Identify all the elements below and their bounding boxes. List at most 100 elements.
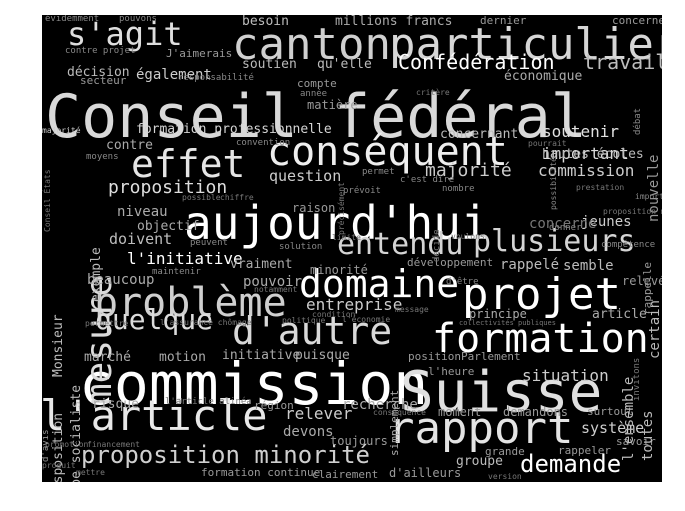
word-131: débat [633,107,643,135]
word-99: moyens [86,152,119,162]
word-140: chiffre [220,193,254,202]
word-28: important [542,144,629,163]
word-10: problème [94,280,287,326]
word-22: demande [520,450,622,478]
word-46: qu'elle [317,57,372,72]
word-55: beaucoup [87,272,155,288]
word-80: grande [485,445,525,458]
word-142: limite [332,233,361,242]
word-67: raison [292,201,336,215]
word-53: pouvoir [243,274,303,290]
word-87: savoir [616,435,656,448]
word-120: mettre [76,468,105,477]
word-21: proposition minorité [81,441,370,469]
word-14: effet [131,142,246,186]
word-143: pourrait [528,139,567,148]
word-138: l'économie [342,315,391,324]
word-63: risque [92,397,139,412]
word-75: moment [438,405,482,419]
word-97: responsabilité [178,73,254,83]
word-15: d'autre [232,309,393,353]
word-119: produit [42,461,76,470]
word-149: majorité [42,126,81,135]
word-130: rappelle [641,261,654,315]
word-116: l'article alinéa [165,397,252,407]
word-1: Conseil fédéral [45,82,587,152]
word-102: peuvent [190,238,228,248]
word-33: entreprise [306,295,403,314]
word-17: s'agit [67,15,183,53]
word-29: soutenir [542,122,620,141]
word-18: plusieurs [473,224,636,259]
word-82: clairement [312,468,379,481]
word-38: besoin [242,15,289,29]
word-133: d'avis [42,429,51,463]
word-35: formation professionnelle [136,122,332,137]
word-7: l'article [42,391,268,440]
word-104: notamment [254,285,298,294]
word-83: formation continue [201,466,321,479]
word-124: collectivités publiques [459,319,556,327]
word-132: Conseil États [43,169,52,233]
word-77: position [408,350,461,363]
word-86: surtout [587,405,634,418]
word-109: donner [549,223,582,233]
word-57: objectif [137,219,200,234]
word-58: contre [106,138,153,153]
word-73: minorité [310,263,368,277]
word-44: hautes écoles [542,147,644,162]
word-19: entendu [337,227,464,262]
word-42: groupe [456,454,503,469]
word-40: relever [285,404,353,423]
word-98: année [300,89,328,99]
word-65: compte [297,77,337,90]
word-137: voulons [451,232,485,241]
word-5: canton [232,19,391,70]
word-107: c'est dire [400,175,455,185]
word-47: marché [84,350,131,365]
word-51: recherche [342,397,418,413]
word-123: politique [282,316,326,325]
word-68: jeunes [581,214,632,230]
word-106: permet [362,167,395,177]
word-11: formation [432,316,649,362]
word-129: simplement [388,389,401,456]
word-121: promotion [45,440,89,449]
word-95: évidemment [45,15,100,24]
word-94: contre projet [65,46,136,56]
word-54: vraiment [230,257,293,272]
word-6: particulier [389,19,662,70]
word-79: l'heure [428,365,475,378]
word-24: travail [583,50,662,74]
word-20: quelque [95,303,214,336]
word-66: matière [307,98,358,112]
word-101: solution [279,242,323,252]
word-8: rapport [388,403,574,454]
word-81: d'ailleurs [389,466,462,480]
word-135: importante [635,192,662,201]
word-45: soutien [242,57,297,72]
word-49: initiative [222,348,301,363]
word-64: économique [504,69,583,84]
word-59: exemple [89,246,104,302]
word-43: concernant [440,127,519,142]
word-52: devons [283,424,334,440]
word-9: projet [462,269,621,320]
word-31: doivent [109,230,173,248]
word-39: millions francs [335,15,453,29]
word-139: possible [182,193,221,202]
word-12: conséquent [267,129,508,175]
word-146: précisément [337,181,346,235]
word-13: domaine [299,262,460,306]
word-71: article [592,307,647,322]
word-125: relevé [622,274,662,288]
word-111: prestation [576,183,625,192]
word-117: conséquence [373,408,426,417]
word-112: d'être [446,277,479,287]
word-85: région [254,399,294,412]
word-37: décision [67,65,130,80]
word-36: également [136,67,212,83]
word-27: commission [538,161,635,180]
word-90: concerne [612,15,662,27]
word-25: proposition [108,177,228,198]
